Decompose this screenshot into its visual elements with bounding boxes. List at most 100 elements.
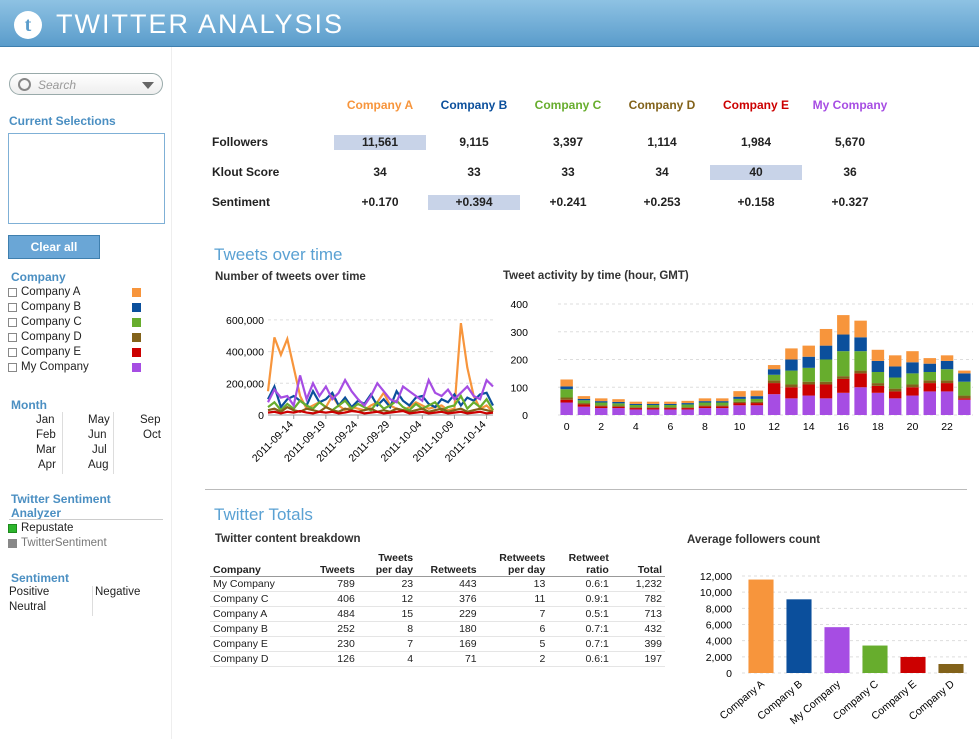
checkbox-icon[interactable] — [8, 332, 17, 342]
metric-value[interactable]: 3,397 — [552, 135, 584, 149]
month-mar[interactable]: Mar — [36, 444, 56, 456]
metric-value[interactable]: 9,115 — [459, 135, 489, 149]
stacked-bar-segment — [646, 407, 660, 409]
table-row[interactable]: My Company 789 23 443 13 0.6:1 1,232 — [210, 576, 665, 592]
checkbox-icon[interactable] — [8, 362, 17, 372]
month-jan[interactable]: Jan — [36, 414, 55, 426]
month-sep[interactable]: Sep — [140, 414, 161, 426]
metric-value[interactable]: 33 — [561, 165, 575, 179]
metric-value[interactable]: 5,670 — [834, 135, 866, 149]
month-oct[interactable]: Oct — [143, 429, 161, 441]
company-filter-item[interactable]: Company A — [8, 285, 158, 300]
stacked-bar-segment — [664, 401, 677, 404]
table-row[interactable]: Company E 230 7 169 5 0.7:1 399 — [210, 636, 665, 652]
metric-value[interactable]: 34 — [655, 165, 669, 179]
company-filter-item[interactable]: Company D — [8, 330, 158, 345]
month-feb[interactable]: Feb — [36, 429, 56, 441]
col-retweets-per-day[interactable]: Retweets per day — [479, 552, 549, 577]
stacked-bar-segment — [612, 408, 625, 415]
metric-value[interactable]: +0.158 — [737, 195, 775, 209]
checkbox-icon[interactable] — [8, 317, 17, 327]
y-tick-label: 12,000 — [700, 571, 732, 583]
clear-all-button[interactable]: Clear all — [8, 235, 100, 259]
stacked-bar-segment — [785, 370, 798, 385]
month-jun[interactable]: Jun — [88, 429, 107, 441]
company-filter-item[interactable]: Company B — [8, 300, 158, 315]
month-jul[interactable]: Jul — [92, 444, 107, 456]
metric-value[interactable]: +0.241 — [549, 195, 587, 209]
metric-value[interactable]: 34 — [373, 165, 387, 179]
col-tweets-per-day[interactable]: Tweets per day — [357, 552, 417, 577]
company-filter-item[interactable]: Company C — [8, 315, 158, 330]
table-cell: Company B — [210, 621, 300, 637]
tweets-line-chart: 0200,000400,000600,0002011-09-142011-09-… — [226, 315, 494, 465]
month-may[interactable]: May — [88, 414, 110, 426]
sentiment-neutral[interactable]: Neutral — [9, 601, 47, 613]
metric-col-my-company: My Company — [812, 98, 888, 112]
chevron-down-icon[interactable] — [142, 82, 154, 89]
metric-value[interactable]: 1,114 — [647, 135, 677, 149]
checkbox-icon[interactable] — [8, 347, 17, 357]
month-apr[interactable]: Apr — [38, 459, 56, 471]
checkbox-icon[interactable] — [8, 302, 17, 312]
stacked-bar-segment — [612, 405, 625, 407]
company-filter-item[interactable]: My Company — [8, 360, 158, 375]
col-company[interactable]: Company — [210, 552, 300, 577]
table-row[interactable]: Company B 252 8 180 6 0.7:1 432 — [210, 621, 665, 637]
y-tick-label: 10,000 — [700, 587, 732, 599]
table-row[interactable]: Company A 484 15 229 7 0.5:1 713 — [210, 606, 665, 622]
month-filter-title: Month — [11, 398, 47, 412]
analyzer-item-repustate[interactable]: Repustate — [8, 521, 107, 536]
stacked-bar-segment — [629, 409, 643, 415]
sentiment-positive[interactable]: Positive — [9, 586, 50, 598]
stacked-bar-segment — [698, 408, 712, 415]
analyzer-item-twittersentiment[interactable]: TwitterSentiment — [8, 536, 107, 551]
bar — [938, 663, 964, 673]
metric-value[interactable]: 1,984 — [740, 135, 772, 149]
content-breakdown-title: Twitter content breakdown — [215, 533, 361, 545]
metric-value[interactable]: +0.394 — [428, 195, 520, 210]
metric-value[interactable]: 11,561 — [334, 135, 426, 150]
search-input[interactable]: Search — [9, 73, 163, 95]
metric-value[interactable]: +0.327 — [831, 195, 869, 209]
metric-value[interactable]: 40 — [710, 165, 802, 180]
col-total[interactable]: Total — [611, 552, 665, 577]
stacked-bar-segment — [612, 399, 625, 402]
color-swatch — [132, 333, 141, 342]
checkbox-icon[interactable] — [8, 287, 17, 297]
y-tick-label: 0 — [522, 410, 528, 422]
search-icon — [18, 78, 31, 91]
sentiment-negative[interactable]: Negative — [95, 586, 141, 598]
metric-value[interactable]: +0.253 — [643, 195, 681, 209]
table-cell: 376 — [416, 591, 480, 607]
stacked-bar-segment — [629, 401, 643, 404]
stacked-bar-segment — [906, 387, 919, 396]
stacked-bar-segment — [560, 399, 573, 403]
stacked-bar-segment — [577, 403, 591, 405]
col-retweets[interactable]: Retweets — [416, 552, 480, 577]
x-tick-label: 8 — [702, 421, 708, 433]
stacked-bar-segment — [906, 384, 919, 388]
table-row[interactable]: Company D 126 4 71 2 0.6:1 197 — [210, 651, 665, 667]
col-retweet-ratio[interactable]: Retweet ratio — [548, 552, 612, 577]
y-tick-label: 2,000 — [706, 652, 732, 664]
metric-value[interactable]: 33 — [467, 165, 481, 179]
table-row[interactable]: Company C 406 12 376 11 0.9:1 782 — [210, 591, 665, 607]
checkbox-icon[interactable] — [8, 538, 17, 548]
metric-row-label: Sentiment — [212, 195, 271, 209]
stacked-bar-segment — [854, 373, 867, 388]
checkbox-icon[interactable] — [8, 523, 17, 533]
stacked-bar-segment — [906, 373, 919, 385]
metric-value[interactable]: 36 — [843, 165, 857, 179]
col-tweets[interactable]: Tweets — [299, 552, 358, 577]
stacked-bar-segment — [871, 383, 885, 386]
stacked-bar-segment — [923, 363, 936, 372]
company-filter-item[interactable]: Company E — [8, 345, 158, 360]
company-filter-label: Company A — [21, 286, 81, 298]
stacked-bar-segment — [819, 345, 833, 360]
metric-col-company-d: Company D — [628, 98, 696, 112]
color-swatch — [132, 363, 141, 372]
month-aug[interactable]: Aug — [88, 459, 109, 471]
stacked-bar-segment — [958, 399, 971, 415]
metric-value[interactable]: +0.170 — [361, 195, 399, 209]
